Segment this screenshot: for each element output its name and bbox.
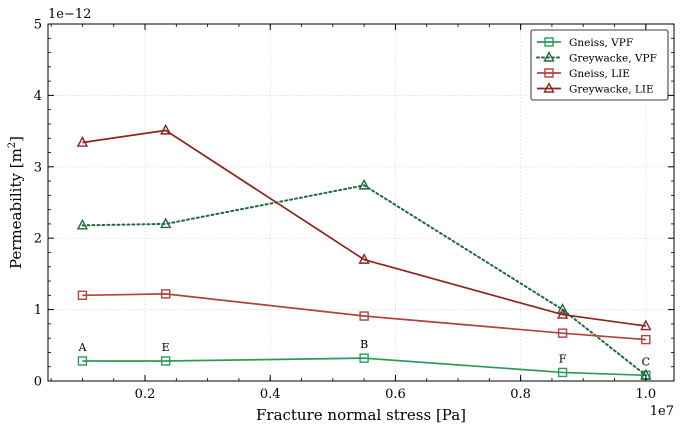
x-tick-label: 0.2 bbox=[135, 387, 156, 402]
legend-label-1: Greywacke, VPF bbox=[569, 52, 657, 64]
series-3-point-3 bbox=[556, 308, 569, 319]
point-annotation-E: E bbox=[162, 341, 170, 354]
x-tick-label: 0.6 bbox=[385, 387, 406, 402]
legend-marker-0 bbox=[544, 37, 554, 47]
series-1-point-2 bbox=[358, 178, 370, 190]
x-exponent-label: 1e7 bbox=[650, 404, 674, 419]
series-0-point-1 bbox=[160, 356, 171, 366]
series-2-point-1 bbox=[160, 289, 171, 299]
point-annotation-A: A bbox=[77, 341, 87, 354]
series-2-point-2 bbox=[359, 311, 369, 321]
series-line-1 bbox=[81, 184, 647, 377]
legend-label-2: Gneiss, LIE bbox=[569, 68, 630, 80]
y-exponent-label: 1e−12 bbox=[48, 7, 91, 22]
y-tick-label: 1 bbox=[34, 303, 42, 318]
legend-label-3: Greywacke, LIE bbox=[569, 83, 654, 95]
point-annotation-B: B bbox=[360, 338, 368, 351]
series-layer bbox=[76, 123, 652, 380]
legend-marker-3 bbox=[543, 82, 555, 93]
y-axis-label-text: Permeability [m bbox=[7, 148, 25, 269]
series-2 bbox=[77, 289, 651, 345]
point-annotations: A E B F C bbox=[77, 338, 650, 368]
series-line-2 bbox=[82, 293, 646, 341]
legend-entry-0: Gneiss, VPF bbox=[537, 37, 633, 49]
axis-ticks: 0.2 0.4 0.6 0.8 1.0 0 1 2 3 4 5 bbox=[34, 18, 674, 402]
y-tick-label: 2 bbox=[34, 232, 42, 247]
series-1-point-3 bbox=[556, 303, 569, 314]
series-0-point-2 bbox=[359, 353, 369, 363]
y-tick-label: 3 bbox=[34, 160, 42, 175]
series-2-point-0 bbox=[77, 290, 88, 301]
y-axis-label-superscript: 2 bbox=[7, 142, 18, 148]
series-1 bbox=[76, 178, 652, 380]
series-2-point-4 bbox=[641, 334, 651, 345]
x-tick-label: 0.4 bbox=[260, 387, 281, 402]
point-annotation-F: F bbox=[559, 352, 567, 365]
series-3-point-1 bbox=[160, 123, 172, 135]
series-3 bbox=[76, 123, 652, 331]
legend-label-0: Gneiss, VPF bbox=[569, 37, 633, 49]
series-line-0 bbox=[82, 357, 646, 377]
legend: Gneiss, VPF Greywacke, VPF Gneiss, LIE Grey… bbox=[530, 29, 669, 101]
series-0-point-3 bbox=[557, 367, 568, 378]
series-3-point-4 bbox=[640, 319, 652, 331]
y-axis-label: Permeability [m2] bbox=[7, 136, 25, 269]
legend-marker-2 bbox=[544, 68, 554, 78]
x-tick-label: 0.8 bbox=[510, 387, 531, 402]
plot-frame bbox=[47, 23, 675, 382]
series-3-point-0 bbox=[76, 136, 89, 147]
y-tick-label: 0 bbox=[34, 375, 42, 390]
series-3-point-2 bbox=[358, 253, 370, 264]
point-annotation-C: C bbox=[642, 355, 650, 368]
y-axis-label-close: ] bbox=[7, 136, 25, 142]
y-tick-label: 5 bbox=[34, 18, 42, 33]
legend-marker-1 bbox=[543, 51, 555, 62]
legend-entry-2: Gneiss, LIE bbox=[537, 68, 630, 80]
series-1-point-0 bbox=[76, 218, 89, 230]
x-tick-label: 1.0 bbox=[635, 387, 656, 402]
legend-box bbox=[530, 29, 669, 101]
legend-entry-3: Greywacke, LIE bbox=[537, 82, 654, 95]
x-axis-label: Fracture normal stress [Pa] bbox=[256, 406, 466, 424]
series-line-3 bbox=[82, 129, 646, 327]
y-tick-label: 4 bbox=[34, 89, 42, 104]
series-2-point-3 bbox=[557, 328, 568, 338]
series-0 bbox=[77, 353, 651, 380]
series-0-point-0 bbox=[77, 356, 88, 366]
series-1-point-1 bbox=[160, 217, 172, 229]
legend-entry-1: Greywacke, VPF bbox=[536, 51, 657, 64]
